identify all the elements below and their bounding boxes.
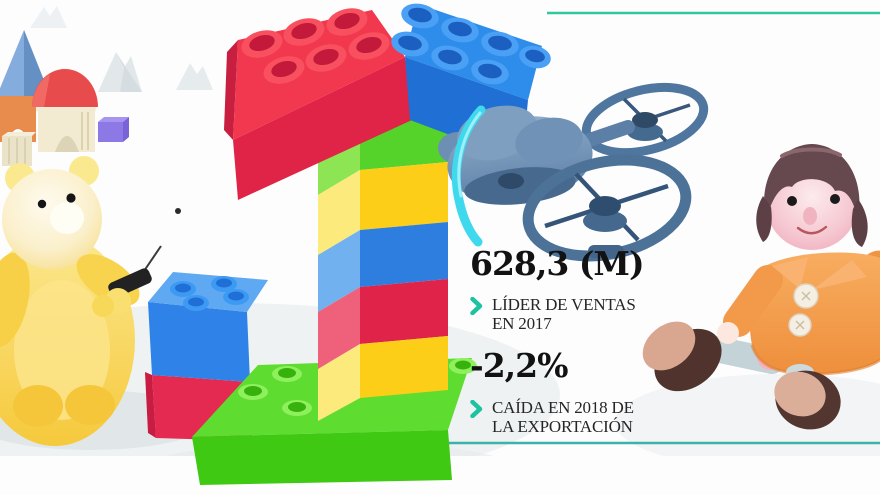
stat-row-exports: CAÍDA EN 2018 DE LA EXPORTACIÓN (470, 398, 685, 436)
doll-eye (830, 194, 840, 204)
drone-front-rotor (522, 154, 692, 262)
chevron-right-icon (470, 400, 483, 418)
small-brick-stack (145, 272, 268, 441)
stat-row-sales: LÍDER DE VENTAS EN 2017 (470, 295, 685, 333)
stat-label-line: LÍDER DE VENTAS (492, 295, 636, 314)
teddy-bear (0, 156, 181, 446)
doll-shoe-left (642, 321, 722, 392)
red-stud-brick (224, 8, 412, 200)
antenna-signal-dot (175, 208, 181, 214)
drone-led-strip (451, 105, 486, 247)
doll-hair (756, 144, 868, 247)
rag-doll (642, 144, 880, 430)
stat-label-exports: CAÍDA EN 2018 DE LA EXPORTACIÓN (492, 398, 634, 436)
stat-label-sales: LÍDER DE VENTAS EN 2017 (492, 295, 636, 333)
bear-eye (66, 193, 76, 203)
toy-block-houses (0, 30, 129, 166)
doll-eye (787, 196, 797, 206)
doll-shoe-right (774, 364, 841, 430)
stats-panel: 628,3 (M) LÍDER DE VENTAS EN 2017 -2,2% … (470, 244, 685, 437)
stat-label-line: CAÍDA EN 2018 DE (492, 398, 634, 417)
stat-label-line: LA EXPORTACIÓN (492, 417, 633, 436)
toy-mountains (30, 6, 213, 92)
stat-value-sales: 628,3 (M) (470, 244, 645, 283)
stat-label-line: EN 2017 (492, 314, 552, 333)
drone-rear-rotor (581, 82, 709, 158)
doll-collar (772, 257, 867, 290)
doll-hand (717, 322, 739, 344)
bear-eye (37, 199, 47, 209)
chevron-right-icon (470, 297, 483, 315)
blue-stud-brick (391, 3, 551, 162)
toy-drone (438, 82, 709, 262)
doll-buttons (788, 283, 819, 337)
stat-value-exports: -2,2% (470, 346, 568, 385)
